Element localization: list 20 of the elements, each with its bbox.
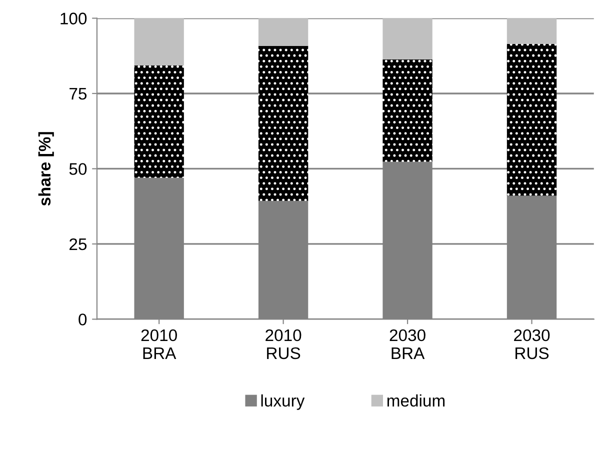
bar (134, 65, 184, 178)
bar (382, 59, 432, 162)
legend-label: luxury (261, 394, 305, 410)
x-tick-label: 2010 BRA (141, 329, 177, 359)
y-tick-label: 100 (60, 12, 87, 24)
x-tick-label: 2010 RUS (266, 329, 302, 360)
x-tick-label: 2030 BRA (390, 329, 426, 359)
y-tick-label: 75 (70, 88, 87, 100)
bar (134, 18, 184, 66)
bar (506, 18, 557, 44)
bar (258, 18, 308, 46)
y-axis-title: share [%] (38, 132, 54, 206)
y-tick-label: 0 (78, 314, 87, 326)
bar (382, 18, 432, 60)
bar (258, 46, 308, 201)
x-tick-label: 2030 RUS (514, 329, 550, 360)
y-tick-label: 25 (70, 238, 87, 250)
bar (506, 44, 557, 196)
legend-label: medium (387, 394, 445, 407)
y-tick-label: 50 (69, 163, 87, 175)
